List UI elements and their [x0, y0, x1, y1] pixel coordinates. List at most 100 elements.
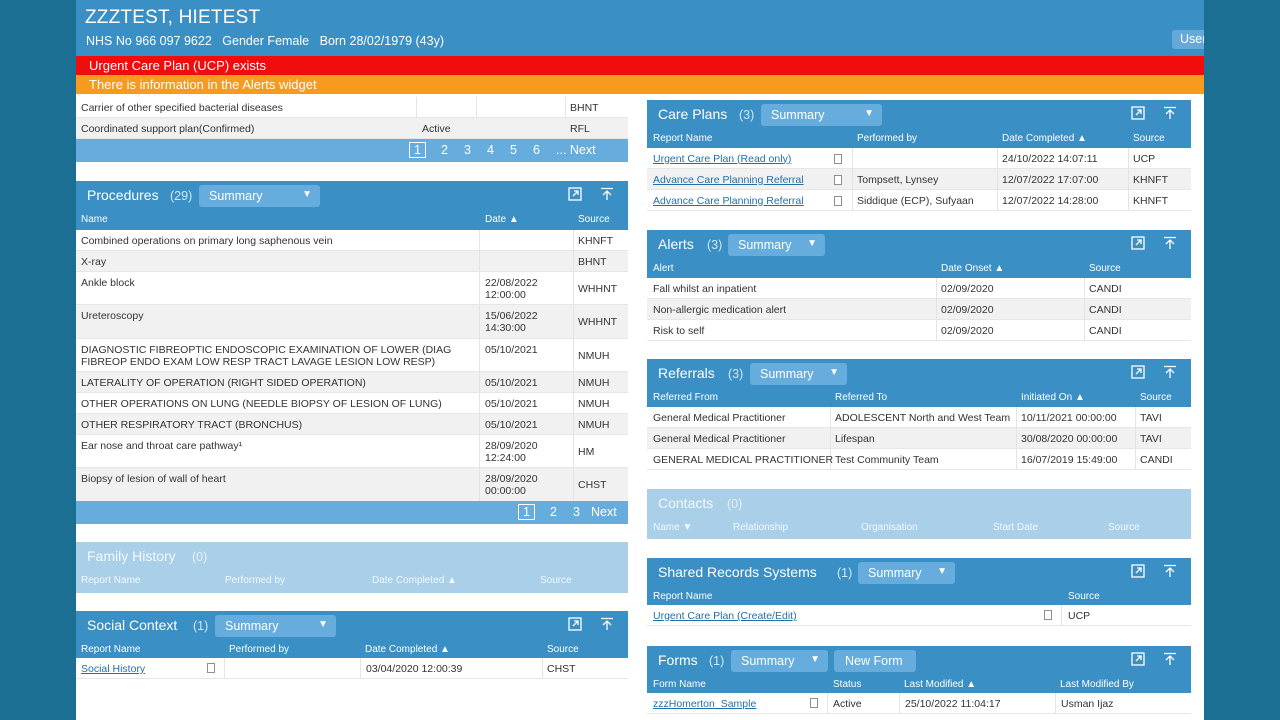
- document-icon[interactable]: [834, 153, 842, 164]
- summary-dropdown[interactable]: Summary ▼: [731, 650, 828, 672]
- document-icon[interactable]: [810, 698, 818, 708]
- col-header-source[interactable]: Source: [1140, 392, 1172, 403]
- table-row[interactable]: Coordinated support plan(Confirmed) Acti…: [76, 118, 628, 139]
- page-1[interactable]: 1: [409, 142, 426, 158]
- document-icon[interactable]: [1044, 610, 1052, 620]
- page-6[interactable]: 6: [533, 143, 540, 157]
- col-header-source[interactable]: Source: [1133, 133, 1165, 144]
- col-header-date[interactable]: Date ▲: [485, 214, 519, 225]
- expand-icon[interactable]: [1131, 365, 1145, 379]
- table-row[interactable]: General Medical Practitioner ADOLESCENT N…: [647, 407, 1191, 428]
- col-header-date-completed[interactable]: Date Completed ▲: [372, 575, 457, 586]
- col-header-date-completed[interactable]: Date Completed ▲: [1002, 133, 1087, 144]
- expand-icon[interactable]: [568, 187, 582, 201]
- col-header-performed-by[interactable]: Performed by: [225, 575, 286, 586]
- col-header-source[interactable]: Source: [578, 214, 610, 225]
- expand-icon[interactable]: [1131, 106, 1145, 120]
- table-row[interactable]: Fall whilst an inpatient 02/09/2020 CANDI: [647, 278, 1191, 299]
- table-row[interactable]: X-ray BHNT: [76, 251, 628, 272]
- page-3[interactable]: 3: [464, 143, 471, 157]
- table-row[interactable]: OTHER OPERATIONS ON LUNG (NEEDLE BIOPSY …: [76, 393, 628, 414]
- table-row[interactable]: Biopsy of lesion of wall of heart 28/09/2…: [76, 468, 628, 502]
- user-button[interactable]: User: [1172, 30, 1204, 49]
- col-header-start-date[interactable]: Start Date: [993, 522, 1039, 533]
- collapse-up-icon[interactable]: [1163, 564, 1177, 578]
- col-header-date-onset[interactable]: Date Onset ▲: [941, 263, 1004, 274]
- col-header-source[interactable]: Source: [1108, 522, 1140, 533]
- page-7-next[interactable]: ... Next: [556, 143, 596, 157]
- col-header-source[interactable]: Source: [540, 575, 572, 586]
- alerts-banner[interactable]: There is information in the Alerts widge…: [76, 75, 1204, 94]
- table-row[interactable]: LATERALITY OF OPERATION (RIGHT SIDED OPE…: [76, 372, 628, 393]
- report-link[interactable]: Urgent Care Plan (Read only): [653, 152, 792, 165]
- summary-dropdown[interactable]: Summary ▼: [750, 363, 847, 385]
- page-3[interactable]: 3: [573, 505, 580, 519]
- next-page[interactable]: Next: [591, 505, 617, 519]
- collapse-up-icon[interactable]: [600, 187, 614, 201]
- table-row[interactable]: Combined operations on primary long saph…: [76, 230, 628, 251]
- collapse-up-icon[interactable]: [1163, 106, 1177, 120]
- document-icon[interactable]: [834, 195, 842, 206]
- expand-icon[interactable]: [1131, 652, 1145, 666]
- table-row[interactable]: GENERAL MEDICAL PRACTITIONER Test Communi…: [647, 449, 1191, 470]
- table-row[interactable]: zzzHomerton_Sample Active 25/10/2022 11:…: [647, 693, 1191, 714]
- collapse-up-icon[interactable]: [1163, 236, 1177, 250]
- table-row[interactable]: Ear nose and throat care pathway¹ 28/09/2…: [76, 435, 628, 468]
- report-link[interactable]: Advance Care Planning Referral: [653, 194, 804, 207]
- table-row[interactable]: Advance Care Planning Referral Tompsett, …: [647, 169, 1191, 190]
- table-row[interactable]: Urgent Care Plan (Create/Edit) UCP: [647, 605, 1191, 626]
- report-link[interactable]: Urgent Care Plan (Create/Edit): [653, 610, 797, 622]
- summary-dropdown[interactable]: Summary ▼: [761, 104, 882, 126]
- col-header-form-name[interactable]: Form Name: [653, 679, 706, 690]
- ucp-banner[interactable]: Urgent Care Plan (UCP) exists: [76, 56, 1204, 75]
- col-header-performed-by[interactable]: Performed by: [857, 133, 918, 144]
- col-header-source[interactable]: Source: [547, 644, 579, 655]
- collapse-up-icon[interactable]: [1163, 652, 1177, 666]
- col-header-report-name[interactable]: Report Name: [653, 133, 713, 144]
- col-header-name[interactable]: Name: [81, 214, 108, 225]
- table-row[interactable]: General Medical Practitioner Lifespan 30/0…: [647, 428, 1191, 449]
- table-row[interactable]: Risk to self 02/09/2020 CANDI: [647, 320, 1191, 341]
- col-header-report-name[interactable]: Report Name: [81, 644, 141, 655]
- summary-dropdown[interactable]: Summary ▼: [215, 615, 336, 637]
- table-row[interactable]: DIAGNOSTIC FIBREOPTIC ENDOSCOPIC EXAMINA…: [76, 339, 628, 372]
- table-row[interactable]: Ureteroscopy 15/06/2022 14:30:00 WHHNT: [76, 305, 628, 339]
- page-4[interactable]: 4: [487, 143, 494, 157]
- expand-icon[interactable]: [568, 617, 582, 631]
- col-header-source[interactable]: Source: [1089, 263, 1121, 274]
- summary-dropdown[interactable]: Summary ▼: [728, 234, 825, 256]
- col-header-alert[interactable]: Alert: [653, 263, 674, 274]
- page-5[interactable]: 5: [510, 143, 517, 157]
- table-row[interactable]: Carrier of other specified bacterial dis…: [76, 97, 628, 118]
- col-header-source[interactable]: Source: [1068, 591, 1100, 602]
- table-row[interactable]: Advance Care Planning Referral Siddique (…: [647, 190, 1191, 211]
- report-link[interactable]: Advance Care Planning Referral: [653, 173, 804, 186]
- collapse-up-icon[interactable]: [600, 617, 614, 631]
- expand-icon[interactable]: [1131, 236, 1145, 250]
- col-header-date-completed[interactable]: Date Completed ▲: [365, 644, 450, 655]
- summary-dropdown[interactable]: Summary ▼: [858, 562, 955, 584]
- summary-dropdown[interactable]: Summary ▼: [199, 185, 320, 207]
- col-header-performed-by[interactable]: Performed by: [229, 644, 290, 655]
- document-icon[interactable]: [207, 663, 215, 673]
- collapse-up-icon[interactable]: [1163, 365, 1177, 379]
- table-row[interactable]: Ankle block 22/08/2022 12:00:00 WHHNT: [76, 272, 628, 305]
- table-row[interactable]: Urgent Care Plan (Read only) 24/10/2022 1…: [647, 148, 1191, 169]
- col-header-report-name[interactable]: Report Name: [653, 591, 713, 602]
- col-header-report-name[interactable]: Report Name: [81, 575, 141, 586]
- col-header-last-modified[interactable]: Last Modified ▲: [904, 679, 976, 690]
- col-header-referred-to[interactable]: Referred To: [835, 392, 888, 403]
- col-header-initiated-on[interactable]: Initiated On ▲: [1021, 392, 1085, 403]
- col-header-last-modified-by[interactable]: Last Modified By: [1060, 679, 1134, 690]
- page-2[interactable]: 2: [441, 143, 448, 157]
- document-icon[interactable]: [834, 174, 842, 185]
- new-form-button[interactable]: New Form: [834, 650, 916, 672]
- col-header-name[interactable]: Name ▼: [653, 522, 692, 533]
- col-header-status[interactable]: Status: [833, 679, 862, 690]
- col-header-relationship[interactable]: Relationship: [733, 522, 789, 533]
- table-row[interactable]: OTHER RESPIRATORY TRACT (BRONCHUS) 05/10/…: [76, 414, 628, 435]
- table-row[interactable]: Non-allergic medication alert 02/09/2020 C…: [647, 299, 1191, 320]
- table-row[interactable]: Social History 03/04/2020 12:00:39 CHST: [76, 658, 628, 679]
- col-header-organisation[interactable]: Organisation: [861, 522, 918, 533]
- page-1[interactable]: 1: [518, 504, 535, 520]
